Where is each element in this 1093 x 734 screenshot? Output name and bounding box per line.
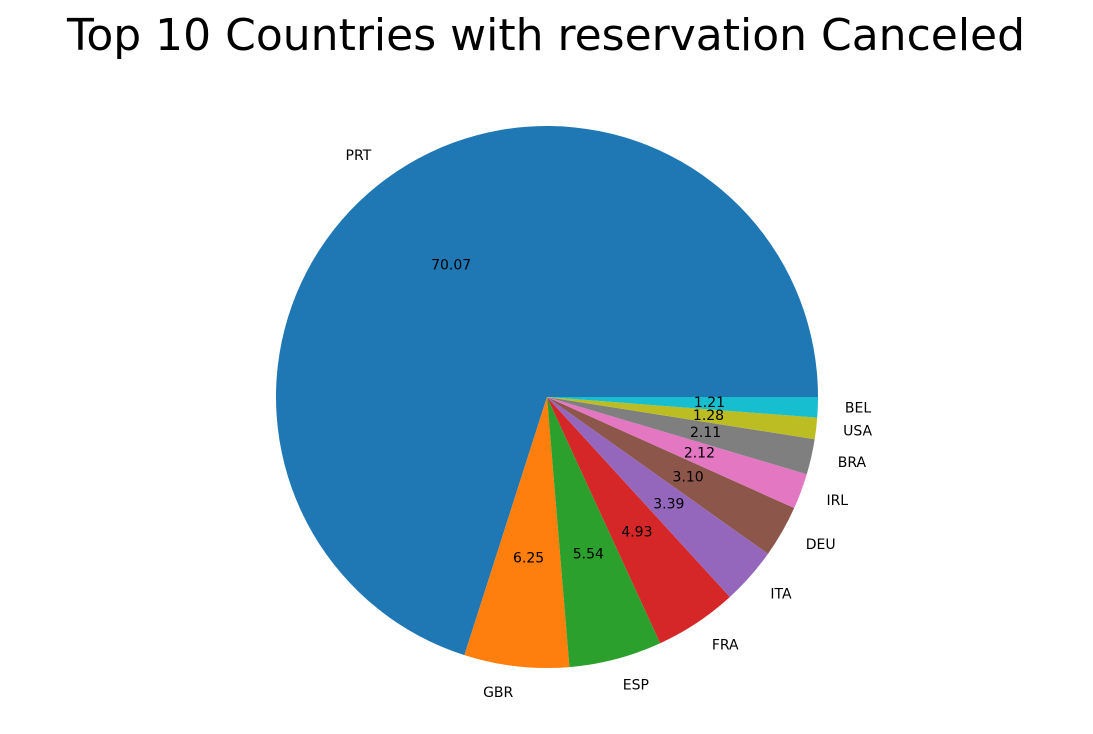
pie-slice-fra: [547, 397, 730, 644]
pie-slice-deu: [547, 397, 795, 554]
pie-percent-labels: 70.07 6.25 5.54 4.933.39 3.10 2.12 2.111.281.2…: [431, 258, 725, 567]
pct-label-esp: 5.54: [573, 546, 604, 562]
pct-label-bra: 2.11: [690, 425, 721, 441]
slice-label-ita: ITA: [770, 586, 792, 602]
pct-label-prt: 70.07: [431, 258, 471, 274]
slice-label-irl: IRL: [826, 493, 848, 509]
pie-slice-irl: [547, 397, 807, 509]
pie-category-labels: PRT GBR ESP FRA ITA DEU IRL BRA USA BEL: [346, 148, 873, 701]
slice-label-bel: BEL: [845, 400, 871, 416]
pie-slice-usa: [547, 397, 818, 440]
pct-label-irl: 2.12: [684, 446, 715, 462]
pie-slice-ita: [547, 397, 769, 597]
pct-label-bel: 1.21: [694, 395, 725, 411]
pie-slice-bel: [547, 397, 818, 418]
pct-label-fra: 4.93: [621, 524, 652, 540]
slice-label-esp: ESP: [623, 677, 649, 693]
slice-label-usa: USA: [843, 424, 872, 440]
pct-label-usa: 1.28: [693, 408, 724, 424]
pie-slices: [276, 126, 818, 669]
pct-label-deu: 3.10: [673, 470, 704, 486]
slice-label-gbr: GBR: [483, 685, 513, 701]
slice-label-prt: PRT: [346, 148, 372, 164]
slice-label-fra: FRA: [712, 637, 739, 653]
pct-label-ita: 3.39: [653, 497, 684, 513]
pie-slice-bra: [547, 397, 815, 475]
pct-label-gbr: 6.25: [513, 551, 544, 567]
slice-label-bra: BRA: [838, 455, 867, 471]
pie-slice-esp: [547, 397, 661, 668]
pie-slice-prt: [276, 126, 818, 656]
slice-label-deu: DEU: [806, 537, 836, 553]
chart-title: Top 10 Countries with reservation Cancel…: [66, 10, 1025, 61]
pie-slice-gbr: [464, 397, 570, 669]
